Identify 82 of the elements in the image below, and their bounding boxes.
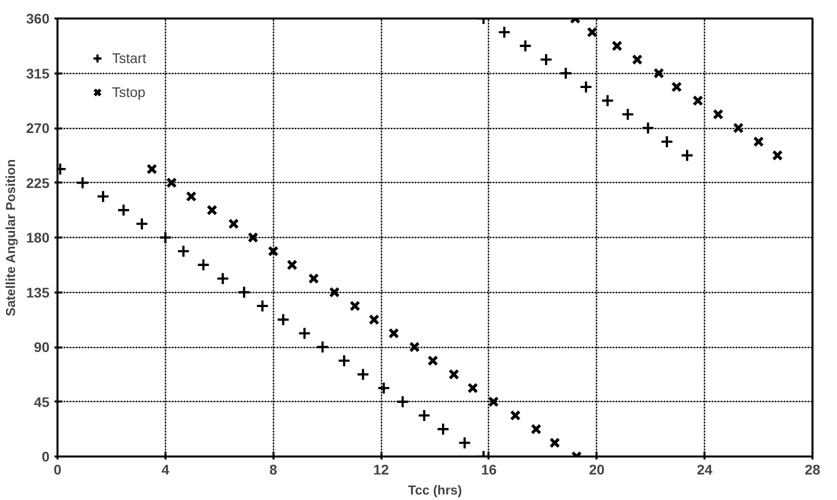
point	[600, 94, 614, 108]
x-tick-label: 8	[269, 462, 278, 478]
point	[116, 204, 130, 217]
point	[680, 148, 694, 162]
point	[186, 191, 197, 202]
y-tick-label: 225	[26, 174, 50, 191]
point	[248, 232, 258, 243]
point	[549, 437, 560, 448]
x-tick-label: 4	[161, 462, 170, 478]
point	[196, 258, 210, 272]
point	[268, 246, 279, 257]
point	[418, 408, 431, 422]
point	[427, 355, 438, 366]
point	[298, 326, 312, 340]
point	[237, 286, 251, 299]
point	[76, 176, 90, 190]
point	[206, 204, 218, 216]
point	[621, 108, 634, 121]
point	[256, 299, 270, 313]
point	[498, 26, 511, 39]
x-tick-label: 16	[481, 462, 497, 478]
point	[488, 396, 499, 408]
point	[276, 313, 290, 326]
point	[388, 328, 400, 339]
point	[158, 230, 172, 244]
point	[530, 424, 542, 435]
point	[579, 80, 593, 94]
point	[712, 108, 724, 120]
point	[692, 95, 704, 106]
x-tick-label: 12	[373, 462, 390, 478]
legend-label: Tstop	[112, 84, 146, 100]
point	[641, 121, 655, 135]
point	[377, 381, 390, 395]
x-tick-label: 20	[589, 462, 605, 478]
point	[356, 368, 370, 381]
point	[329, 286, 340, 298]
point	[409, 342, 420, 352]
point	[286, 259, 298, 270]
y-tick-label: 135	[26, 284, 50, 300]
point	[146, 164, 158, 174]
point	[228, 218, 239, 230]
point	[135, 217, 148, 230]
point	[308, 273, 320, 284]
point	[559, 66, 572, 80]
point	[632, 54, 643, 65]
point	[448, 368, 460, 380]
point	[458, 436, 472, 450]
point	[671, 82, 682, 92]
legend-label: Tstart	[112, 50, 146, 66]
point	[586, 26, 598, 38]
point	[732, 122, 744, 134]
point	[396, 395, 410, 408]
point	[316, 340, 330, 354]
point	[350, 300, 360, 312]
point	[772, 150, 783, 161]
x-axis-title: Tcc (hrs)	[408, 482, 462, 498]
x-tick-label: 0	[54, 462, 62, 478]
point	[653, 68, 664, 79]
point	[612, 40, 622, 52]
y-tick-label: 0	[42, 448, 50, 464]
y-tick-label: 45	[34, 394, 50, 410]
point	[539, 52, 553, 66]
y-tick-label: 90	[34, 339, 50, 355]
point	[368, 314, 380, 326]
point	[436, 422, 450, 436]
point	[96, 190, 110, 204]
point	[166, 177, 177, 188]
point	[753, 136, 764, 148]
point	[467, 382, 478, 394]
y-tick-label: 315	[26, 65, 50, 82]
point	[510, 410, 521, 421]
point	[216, 272, 230, 286]
x-tick-label: 28	[804, 462, 820, 478]
point	[660, 135, 674, 148]
y-axis-title: Satellite Angular Position	[3, 159, 18, 316]
y-tick-label: 180	[26, 230, 50, 246]
y-tick-label: 360	[26, 10, 50, 26]
y-tick-label: 270	[26, 120, 50, 136]
point	[176, 244, 190, 258]
point	[518, 39, 532, 52]
x-tick-label: 24	[696, 462, 713, 478]
point	[338, 354, 351, 368]
